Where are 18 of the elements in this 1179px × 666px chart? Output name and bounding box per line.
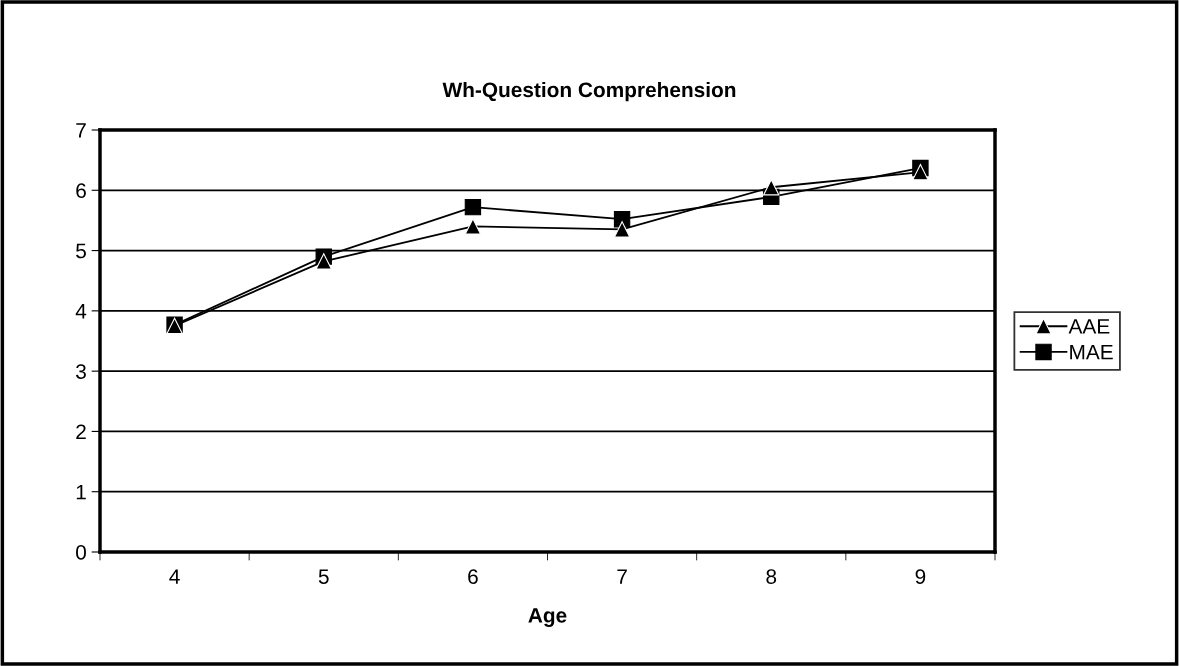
x-tick-label: 9 [915, 569, 926, 584]
x-axis-title: Age [528, 608, 567, 627]
y-tick-label: 6 [76, 183, 86, 199]
y-tick-label: 1 [76, 484, 86, 500]
chart-title: Wh-Question Comprehension [442, 81, 736, 102]
y-tick-label: 2 [76, 424, 86, 439]
y-tick-label: 3 [76, 364, 86, 379]
x-tick-label: 4 [169, 569, 180, 584]
y-tick-label: 4 [75, 304, 87, 319]
x-tick-label: 5 [318, 569, 329, 584]
legend-label: AAE [1068, 319, 1110, 334]
y-tick-label: 5 [76, 243, 86, 259]
legend-label: MAE [1070, 344, 1113, 360]
x-tick-label: 8 [766, 569, 777, 584]
y-tick-label: 0 [76, 545, 86, 560]
x-tick-label: 7 [617, 569, 627, 584]
y-tick-label: 7 [76, 123, 86, 138]
x-tick-label: 6 [468, 569, 478, 584]
